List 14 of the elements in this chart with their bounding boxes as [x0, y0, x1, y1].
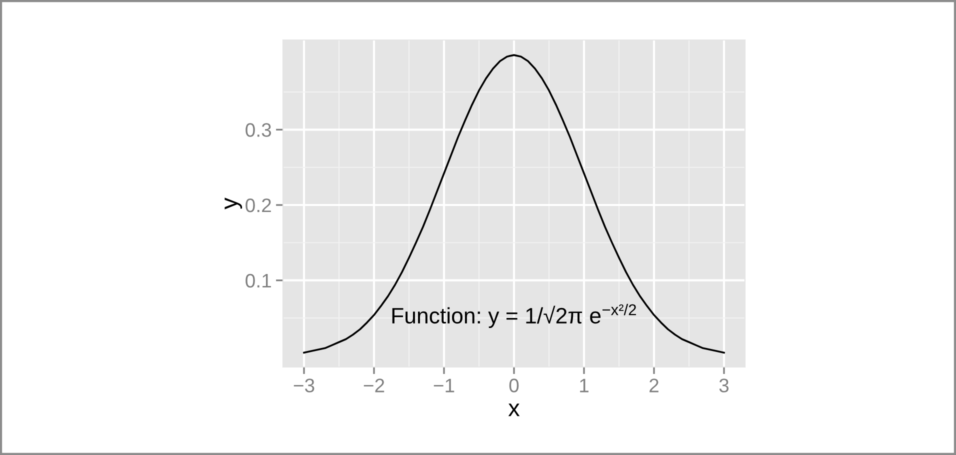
- y-axis-title: y: [224, 198, 242, 210]
- y-tick-label: 0.2: [246, 198, 271, 212]
- x-tick-label: 1: [580, 378, 588, 392]
- x-axis-title: x: [508, 404, 520, 416]
- line-series: [303, 54, 725, 354]
- x-tick-label: 3: [719, 378, 729, 392]
- annotation: Function: y = 1/√2π e$^{−x²/2}$: [392, 304, 636, 328]
- y-tick-label: 0.3: [246, 123, 272, 137]
- x-tick-label: −1: [434, 378, 454, 392]
- x-tick-label: −3: [294, 378, 314, 392]
- y-tick-label: 0.1: [246, 274, 271, 288]
- x-tick-label: 0: [509, 378, 519, 392]
- x-tick-label: −2: [364, 378, 384, 392]
- x-tick-label: 2: [650, 378, 658, 392]
